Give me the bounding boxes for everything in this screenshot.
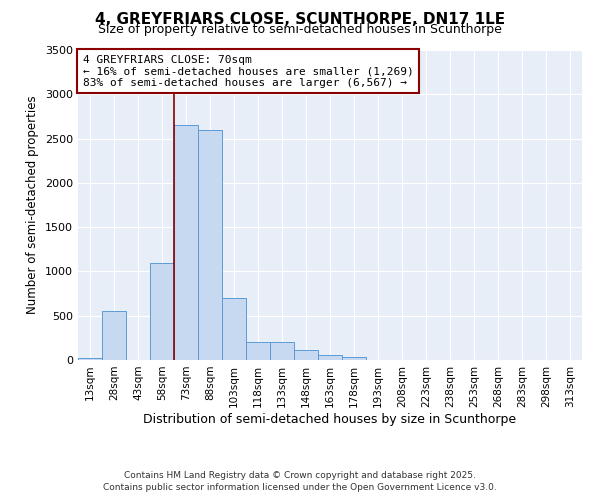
- Bar: [78, 358, 102, 360]
- Text: Contains HM Land Registry data © Crown copyright and database right 2025.
Contai: Contains HM Land Registry data © Crown c…: [103, 471, 497, 492]
- Text: Size of property relative to semi-detached houses in Scunthorpe: Size of property relative to semi-detach…: [98, 22, 502, 36]
- Bar: [174, 126, 198, 360]
- Title: 4, GREYFRIARS CLOSE, SCUNTHORPE, DN17 1LE
Size of property relative to semi-deta: 4, GREYFRIARS CLOSE, SCUNTHORPE, DN17 1L…: [0, 499, 1, 500]
- Bar: [150, 262, 174, 360]
- Bar: [222, 298, 246, 360]
- Bar: [198, 130, 222, 360]
- X-axis label: Distribution of semi-detached houses by size in Scunthorpe: Distribution of semi-detached houses by …: [143, 412, 517, 426]
- Bar: [318, 354, 342, 360]
- Bar: [270, 342, 294, 360]
- Bar: [102, 312, 126, 360]
- Text: 4 GREYFRIARS CLOSE: 70sqm
← 16% of semi-detached houses are smaller (1,269)
83% : 4 GREYFRIARS CLOSE: 70sqm ← 16% of semi-…: [83, 54, 414, 88]
- Bar: [246, 342, 270, 360]
- Y-axis label: Number of semi-detached properties: Number of semi-detached properties: [26, 96, 40, 314]
- Text: 4, GREYFRIARS CLOSE, SCUNTHORPE, DN17 1LE: 4, GREYFRIARS CLOSE, SCUNTHORPE, DN17 1L…: [95, 12, 505, 28]
- Bar: [342, 358, 366, 360]
- Bar: [294, 350, 318, 360]
